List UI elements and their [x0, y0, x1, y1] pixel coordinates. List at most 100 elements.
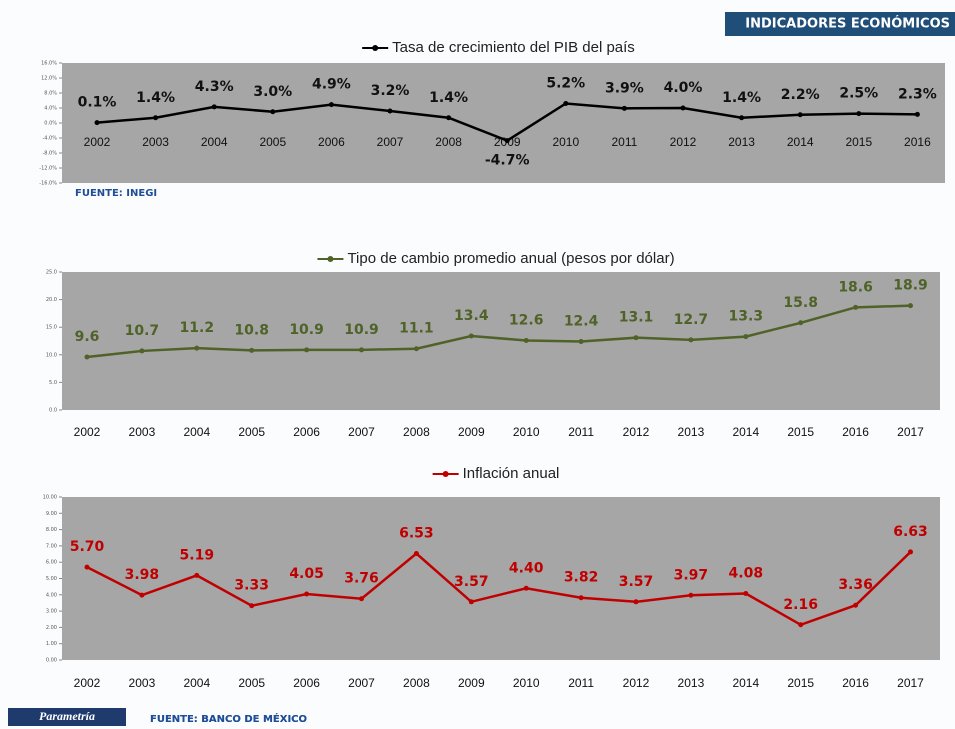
point: [680, 105, 686, 111]
y-tick-label: 20.0: [46, 297, 57, 303]
line: [86, 304, 911, 359]
y-tick-label: 9.00: [46, 511, 57, 517]
data-label: 2.2%: [781, 87, 820, 103]
point: [328, 102, 334, 108]
plot-area: [62, 497, 940, 660]
x-tick-label: 2012: [623, 676, 650, 690]
point: [504, 138, 510, 144]
data-label: 15.8: [783, 295, 818, 311]
x-tick-label: 2015: [845, 135, 872, 149]
x-tick-label: 2017: [897, 425, 924, 439]
data-label: 12.6: [509, 312, 544, 328]
data-label: 3.97: [674, 567, 709, 583]
point: [304, 347, 310, 353]
logo: Parametría: [39, 709, 95, 723]
data-label: 2.3%: [898, 86, 937, 102]
point: [413, 346, 419, 352]
y-tick-label: 2.00: [46, 625, 57, 631]
data-label: 0.1%: [78, 95, 117, 111]
data-label: 6.63: [893, 524, 928, 540]
x-tick-label: 2016: [842, 425, 869, 439]
x-tick-label: 2003: [129, 425, 156, 439]
point: [446, 115, 452, 121]
point: [94, 120, 100, 126]
y-tick-label: 6.00: [46, 560, 57, 566]
point: [633, 599, 639, 605]
y-tick-label: 8.00: [46, 527, 57, 533]
data-label: 6.53: [399, 526, 434, 542]
x-tick-label: 2013: [678, 676, 705, 690]
point: [688, 592, 694, 598]
data-label: 10.8: [234, 322, 269, 338]
x-tick-label: 2011: [568, 425, 594, 439]
data-label: 13.3: [729, 309, 764, 325]
data-label: 2.16: [783, 597, 818, 613]
data-label: 3.2%: [371, 83, 410, 99]
header-band: [725, 12, 955, 36]
point: [153, 115, 159, 121]
point: [688, 337, 694, 343]
point: [139, 348, 145, 354]
x-tick-label: 2005: [238, 676, 265, 690]
x-tick-label: 2002: [74, 425, 101, 439]
y-tick-label: 12.0%: [41, 76, 57, 82]
data-label: 3.9%: [605, 80, 644, 96]
chart-title: Inflación anual: [463, 465, 560, 482]
point: [743, 590, 749, 596]
data-label: 13.1: [619, 310, 654, 326]
data-label: 9.6: [75, 329, 100, 345]
point: [139, 592, 145, 598]
data-label: 3.57: [619, 574, 654, 590]
data-label: 4.05: [289, 566, 324, 582]
data-label: 4.08: [729, 565, 764, 581]
data-label: 4.40: [509, 560, 544, 576]
y-tick-label: 16.0%: [41, 61, 57, 67]
point: [578, 339, 584, 345]
point: [359, 596, 364, 602]
y-tick-label: 1.00: [46, 641, 57, 647]
x-tick-label: 2014: [732, 425, 759, 439]
data-label: 11.1: [399, 321, 434, 337]
y-tick-label: 3.00: [46, 609, 57, 615]
point: [578, 595, 584, 601]
data-label: 10.7: [125, 323, 160, 339]
point: [249, 347, 255, 353]
x-tick-label: 2007: [348, 425, 375, 439]
point: [621, 105, 627, 111]
point: [387, 108, 393, 114]
point: [270, 109, 276, 115]
x-tick-label: 2013: [728, 135, 755, 149]
x-tick-label: 2014: [732, 676, 759, 690]
x-tick-label: 2006: [318, 135, 345, 149]
x-tick-label: 2015: [787, 425, 814, 439]
x-tick-label: 2006: [293, 676, 320, 690]
data-label: 10.9: [289, 322, 324, 338]
x-tick-label: 2015: [787, 676, 814, 690]
chart-title: Tipo de cambio promedio anual (pesos por…: [347, 250, 674, 267]
x-tick-label: 2014: [787, 135, 814, 149]
x-tick-label: 2005: [259, 135, 286, 149]
point: [908, 303, 913, 309]
data-label: 3.57: [454, 574, 489, 590]
y-tick-label: 7.00: [46, 543, 57, 549]
data-label: 1.4%: [722, 90, 761, 106]
plot-area: [62, 63, 945, 183]
point: [304, 591, 310, 597]
point: [468, 333, 474, 339]
point: [194, 345, 200, 351]
line: [86, 551, 912, 627]
chart-title: Tasa de crecimiento del PIB del país: [392, 39, 635, 56]
y-tick-label: 4.00: [46, 592, 57, 598]
x-tick-label: 2005: [238, 425, 265, 439]
y-tick-label: -4.0%: [42, 136, 57, 142]
y-tick-label: 15.0: [46, 325, 57, 331]
data-label: 1.4%: [429, 90, 468, 106]
y-tick-label: 5.00: [46, 576, 57, 582]
point: [856, 111, 862, 117]
data-label: 2.5%: [839, 86, 878, 102]
point: [413, 551, 419, 557]
source: FUENTE: BANCO DE MÉXICO: [150, 712, 307, 725]
data-label: 3.82: [564, 570, 599, 586]
y-tick-label: 0.0: [49, 408, 57, 414]
point: [211, 104, 217, 110]
